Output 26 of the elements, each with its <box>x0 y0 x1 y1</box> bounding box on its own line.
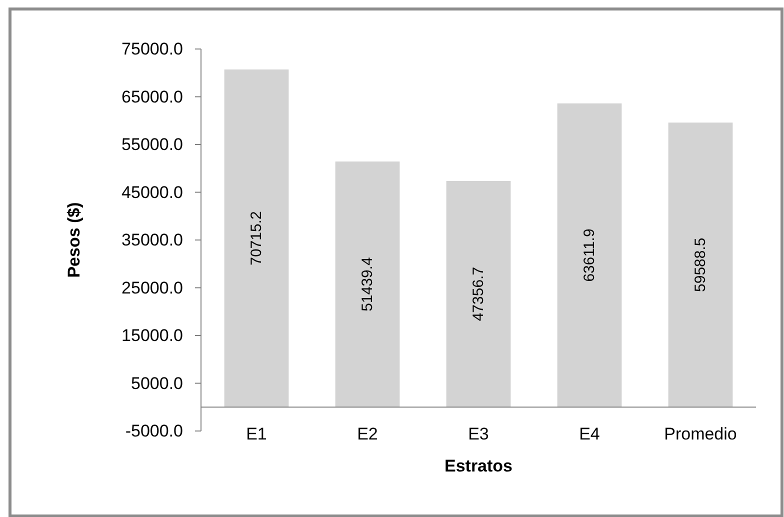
y-tick-label: 75000.0 <box>122 40 183 58</box>
x-tick-label: E3 <box>468 424 489 444</box>
y-tick-label: 35000.0 <box>122 230 183 250</box>
bar <box>224 69 289 408</box>
bar <box>557 103 622 408</box>
bar <box>446 180 511 408</box>
data-label: 70715.2 <box>248 211 265 266</box>
x-tick-label: Promedio <box>664 424 737 444</box>
x-tick-label: E4 <box>579 424 600 444</box>
y-tick-label: -5000.0 <box>125 422 183 440</box>
bar <box>668 122 733 408</box>
y-tick-label: 5000.0 <box>131 374 183 393</box>
y-tick-label: 65000.0 <box>122 87 183 106</box>
data-label: 47356.7 <box>470 266 487 322</box>
data-label: 59588.5 <box>692 238 709 292</box>
y-tick-label: 25000.0 <box>122 278 183 298</box>
y-axis-title: Pesos ($) <box>64 202 84 278</box>
bar <box>335 162 400 408</box>
data-label: 51439.4 <box>359 257 376 312</box>
x-tick-label: E1 <box>246 424 267 444</box>
x-tick-label: E2 <box>357 424 378 444</box>
y-tick-label: 45000.0 <box>122 182 183 202</box>
data-label: 63611.9 <box>581 228 598 282</box>
x-axis-title: Estratos <box>444 456 513 476</box>
y-tick-label: 15000.0 <box>122 326 183 345</box>
y-tick-label: 55000.0 <box>122 135 183 154</box>
